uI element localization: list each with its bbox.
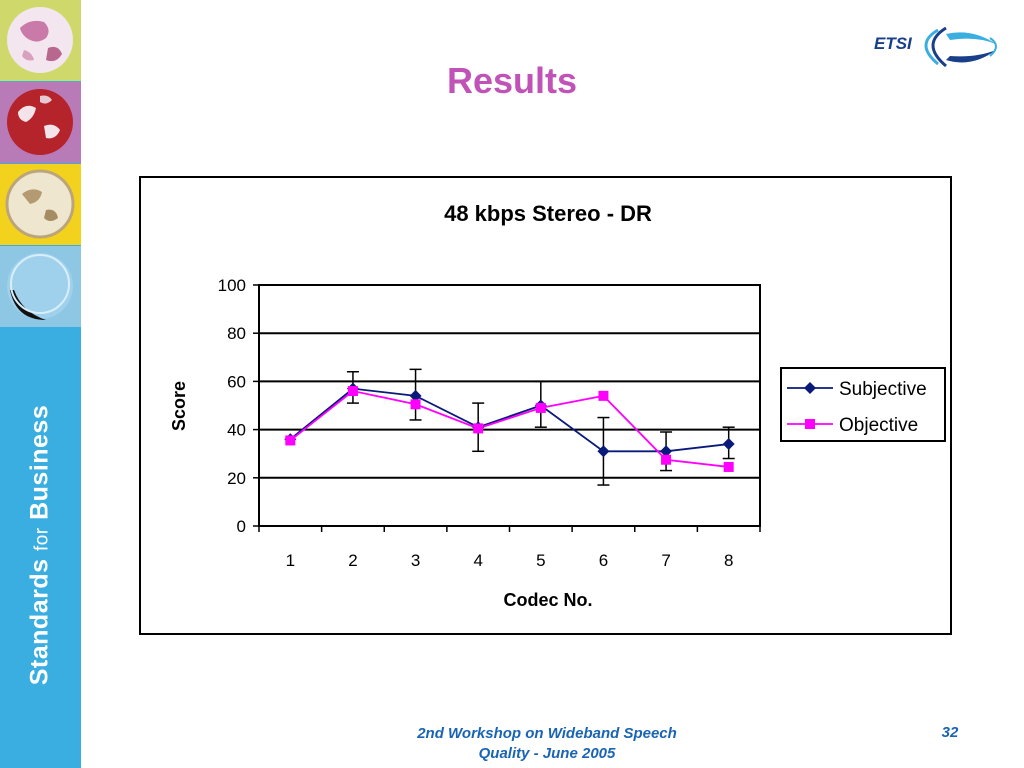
x-tick-label: 7 [661, 551, 670, 570]
y-tick-label: 40 [227, 421, 246, 440]
y-tick-label: 100 [218, 276, 246, 295]
y-tick-label: 0 [237, 517, 246, 536]
x-tick-label: 8 [724, 551, 733, 570]
globe-icon [7, 253, 73, 320]
footer-line-1: 2nd Workshop on Wideband Speech [417, 725, 677, 742]
x-tick-label: 3 [411, 551, 420, 570]
data-point-objective [347, 386, 358, 397]
sidebar: Standards for Business [0, 0, 81, 768]
series-line-subjective [289, 387, 729, 453]
data-point-objective [723, 461, 734, 472]
series-line-objective [289, 390, 729, 468]
data-point-objective [473, 423, 484, 434]
footer-line-2: Quality - June 2005 [478, 745, 616, 762]
globe-tile-purple [0, 82, 81, 163]
legend-marker [805, 419, 815, 429]
y-tick-label: 20 [227, 469, 246, 488]
legend-label: Objective [839, 415, 918, 436]
data-point-objective [410, 399, 421, 410]
globe-tile-green [0, 0, 81, 81]
data-point-objective [661, 454, 672, 465]
globe-tile-yellow [0, 164, 81, 245]
y-axis-title: Score [169, 381, 189, 431]
data-point-objective [285, 435, 296, 446]
globe-icon [7, 89, 73, 155]
globe-icon [5, 169, 75, 239]
data-point-subjective [409, 389, 422, 402]
chart-title: 48 kbps Stereo - DR [444, 201, 652, 226]
x-tick-label: 5 [536, 551, 545, 570]
x-tick-label: 1 [286, 551, 295, 570]
etsi-logo-text: ETSI [874, 34, 913, 53]
data-point-objective [535, 402, 546, 413]
etsi-logo: ETSI [874, 26, 997, 68]
globe-tile-blue [0, 246, 81, 327]
y-tick-label: 60 [227, 372, 246, 391]
tagline-part-standards: Standards [25, 551, 54, 686]
legend-label: Subjective [839, 379, 927, 400]
x-axis-title: Codec No. [503, 590, 592, 610]
data-point-subjective [597, 445, 610, 458]
x-tick-label: 6 [599, 551, 608, 570]
tagline-part-business: Business [25, 404, 54, 528]
data-point-subjective [722, 438, 735, 451]
y-tick-label: 80 [227, 324, 246, 343]
x-tick-label: 4 [473, 551, 482, 570]
slide-title: Results [446, 60, 578, 101]
chart-frame: 48 kbps Stereo - DR 0 20 40 60 80 100 1 2 3 4 5 6 7 8 C… [139, 176, 952, 635]
data-point-objective [598, 390, 609, 401]
globe-icon [7, 7, 73, 73]
line-chart: 48 kbps Stereo - DR 0 20 40 60 80 100 1 2 3 4 5 6 7 8 C… [169, 201, 946, 610]
x-tick-label: 2 [348, 551, 357, 570]
tagline-part-for: for [31, 527, 53, 552]
legend-marker [804, 382, 816, 394]
data-point-subjective [660, 445, 673, 458]
slide-number: 32 [941, 724, 959, 741]
footer-text: 2nd Workshop on Wideband Speech Quality … [372, 724, 722, 764]
